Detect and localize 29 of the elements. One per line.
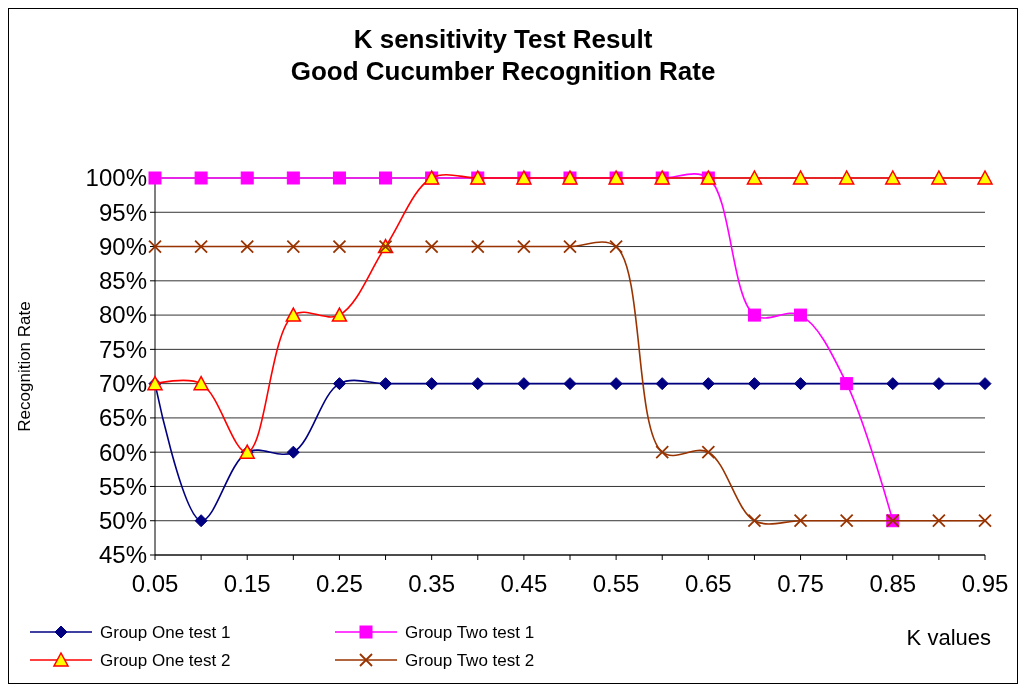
x-axis-title: K values [906,625,991,650]
x-tick-label: 0.05 [131,570,179,597]
y-tick-label: 60% [98,438,147,466]
legend-label: Group Two test 2 [405,650,535,670]
x-tick-label: 0.25 [316,570,363,597]
x-tick-label: 0.75 [777,570,824,597]
y-tick-label: 45% [98,541,147,569]
y-tick-label: 50% [98,507,147,535]
x-tick-label: 0.35 [408,570,456,597]
y-tick-label: 100% [85,164,147,192]
y-tick-label: 70% [98,370,147,398]
y-tick-label: 75% [98,335,147,363]
y-tick-label: 95% [98,198,147,226]
x-tick-label: 0.15 [223,570,271,597]
y-tick-label: 80% [98,301,147,329]
legend-label: Group Two test 1 [405,622,535,642]
x-tick-label: 0.85 [869,570,917,597]
y-axis-title: Recognition Rate [15,301,34,432]
x-tick-label: 0.55 [592,570,640,597]
x-tick-label: 0.45 [500,570,548,597]
y-tick-label: 90% [98,232,147,260]
legend-label: Group One test 1 [100,622,231,642]
x-tick-label: 0.95 [961,570,1009,597]
legend-label: Group One test 2 [100,650,231,670]
y-tick-label: 85% [98,267,147,295]
x-tick-label: 0.65 [684,570,732,597]
chart-title: K sensitivity Test Result Good Cucumber Recognition Rate [290,24,716,86]
y-tick-label: 55% [98,472,147,500]
y-tick-label: 65% [98,404,147,432]
